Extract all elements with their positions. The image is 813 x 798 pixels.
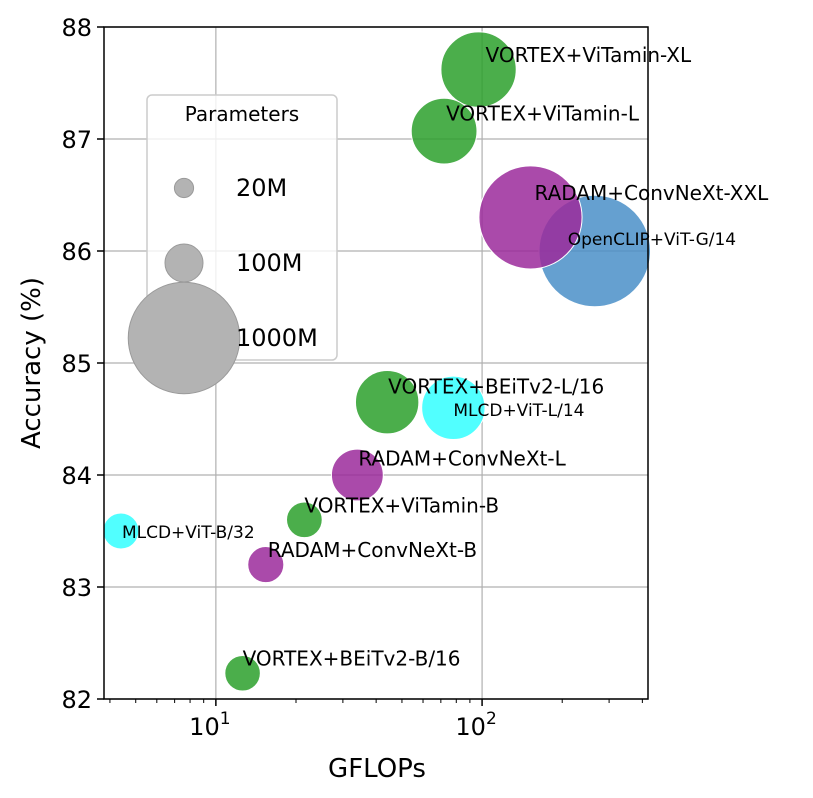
bubble	[224, 654, 261, 692]
point-labels: VORTEX+ViTamin-XL VORTEX+ViTamin-L RADAM+C…	[122, 43, 769, 671]
bubble	[330, 448, 384, 502]
point-label: MLCD+ViT-B/32	[122, 523, 255, 543]
point-label: RADAM+ConvNeXt-L	[358, 447, 566, 471]
legend-size-label: 100M	[236, 249, 303, 277]
point-label: VORTEX+BEiTv2-L/16	[388, 375, 604, 399]
x-axis-title: GFLOPs	[328, 754, 426, 784]
bubble	[247, 546, 285, 584]
point-label: VORTEX+ViTamin-B	[304, 493, 499, 517]
bubble	[440, 31, 517, 108]
point-label: MLCD+ViT-L/14	[453, 401, 584, 421]
legend-size-marker	[164, 243, 204, 283]
x-tick-label: 101	[189, 709, 230, 741]
y-tick-label: 84	[61, 462, 92, 490]
y-tick-label: 86	[61, 238, 92, 266]
y-tick-label: 85	[61, 350, 92, 378]
point-label: VORTEX+ViTamin-L	[446, 102, 640, 126]
axis-ticks: 82 83 84 85 86 87 88 101 102	[61, 14, 643, 741]
bubble	[102, 512, 140, 550]
y-axis-title: Accuracy (%)	[17, 277, 47, 449]
legend-title: Parameters	[185, 102, 299, 126]
legend-size-marker	[173, 177, 195, 199]
point-label: RADAM+ConvNeXt-XXL	[534, 181, 769, 205]
data-points	[102, 31, 652, 692]
legend-size-label: 20M	[236, 174, 287, 202]
bubble	[421, 375, 486, 440]
point-label: VORTEX+BEiTv2-B/16	[243, 647, 461, 671]
y-tick-label: 83	[61, 574, 92, 602]
bubble	[354, 370, 420, 435]
point-label: OpenCLIP+ViT-G/14	[568, 230, 736, 250]
y-tick-label: 87	[61, 126, 92, 154]
point-label: VORTEX+ViTamin-XL	[486, 43, 692, 67]
bubble	[478, 165, 583, 270]
y-tick-label: 88	[61, 14, 92, 42]
bubble	[410, 97, 478, 165]
legend-size-label: 1000M	[236, 324, 318, 352]
x-tick-label: 102	[455, 709, 496, 741]
legend: Parameters 20M 100M 1000M	[127, 94, 338, 395]
legend-size-marker	[127, 281, 241, 395]
y-tick-label: 82	[61, 686, 92, 714]
bubble	[286, 501, 323, 539]
point-label: RADAM+ConvNeXt-B	[268, 538, 477, 562]
